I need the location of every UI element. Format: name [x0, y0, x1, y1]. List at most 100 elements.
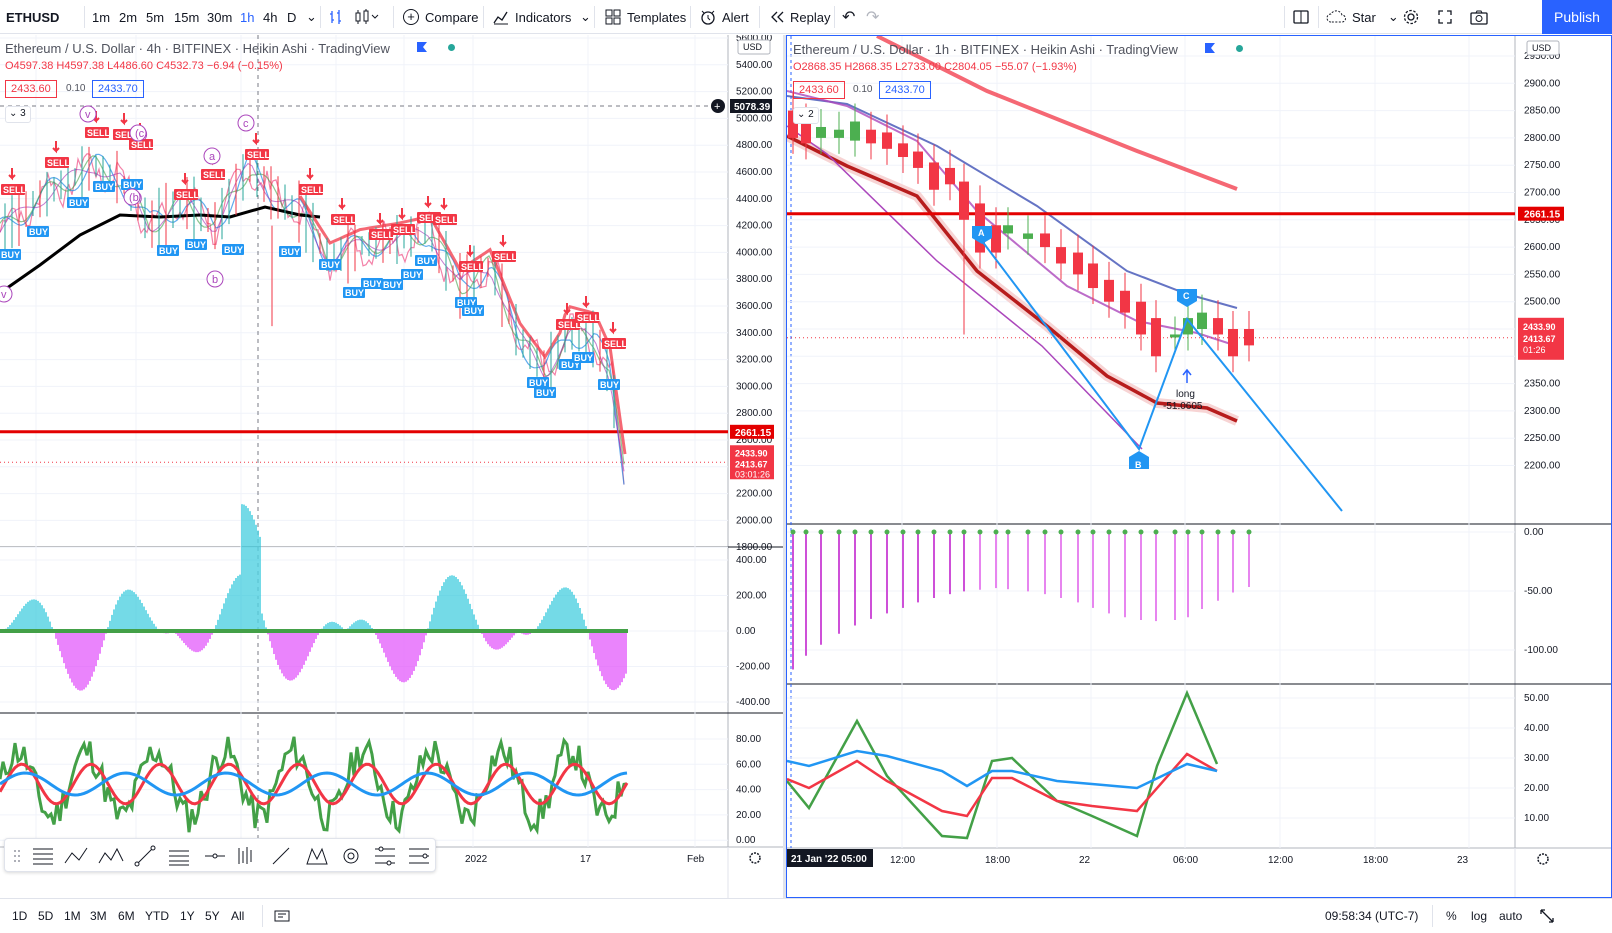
sell-signal-tag[interactable] [575, 312, 599, 323]
indicators-button[interactable]: Indicators [492, 0, 571, 34]
star-layout-button[interactable]: Star ⌄ [1326, 0, 1399, 34]
pane-separator[interactable] [783, 35, 786, 898]
range-1Y[interactable]: 1Y [180, 909, 195, 923]
interval-15m[interactable]: 15m [174, 9, 200, 25]
sell-signal-tag[interactable] [459, 261, 483, 272]
gear-icon[interactable] [1402, 0, 1420, 34]
interval-D[interactable]: D [287, 9, 297, 25]
interval-30m[interactable]: 30m [207, 9, 233, 25]
buy-signal-tag[interactable] [67, 197, 89, 208]
wave-label-circle[interactable] [0, 285, 13, 303]
sell-signal-tag[interactable] [245, 149, 269, 160]
time-axis[interactable] [787, 849, 1612, 898]
buy-signal-tag[interactable] [319, 259, 341, 270]
buy-signal-tag[interactable] [534, 387, 556, 398]
range-1D[interactable]: 1D [12, 909, 28, 923]
chevron-down-icon[interactable]: ⌄ [580, 9, 591, 24]
camera-icon[interactable] [1469, 0, 1489, 34]
interval-4h[interactable]: 4h [263, 9, 278, 25]
buy-signal-tag[interactable] [157, 245, 179, 256]
replay-button[interactable]: Replay [768, 0, 830, 34]
plus-icon[interactable] [711, 99, 725, 113]
trend-line-icon[interactable] [134, 845, 156, 867]
collapse-indicators-button[interactable]: ⌄ 2 [793, 107, 819, 124]
spiral-icon[interactable] [343, 848, 359, 864]
wave-label-circle[interactable] [123, 188, 141, 206]
buy-signal-tag[interactable] [279, 246, 301, 257]
sell-signal-tag[interactable] [369, 229, 393, 240]
go-to-date-icon[interactable] [273, 899, 291, 933]
range-6M[interactable]: 6M [118, 909, 135, 923]
range-3M[interactable]: 3M [90, 909, 107, 923]
drag-handle-icon[interactable] [14, 850, 20, 862]
bar-style-icon[interactable] [328, 0, 346, 34]
buy-price-box[interactable]: 2433.70 [92, 80, 144, 98]
sell-price-box[interactable]: 2433.60 [793, 81, 845, 99]
wave-label-circle[interactable] [129, 124, 147, 142]
fib-retracement-icon[interactable] [33, 848, 53, 865]
interval-2m[interactable]: 2m [119, 9, 138, 25]
buy-signal-tag[interactable] [381, 279, 403, 290]
symbol-search[interactable]: ETHUSD [6, 9, 60, 25]
buy-signal-tag[interactable] [361, 278, 383, 289]
buy-signal-tag[interactable] [185, 239, 207, 250]
buy-signal-tag[interactable] [415, 255, 437, 266]
buy-signal-tag[interactable] [598, 379, 620, 390]
wave-label-circle[interactable] [79, 105, 97, 123]
templates-button[interactable]: Templates [604, 0, 686, 34]
clock-timezone[interactable]: 09:58:34 (UTC-7) [1325, 909, 1419, 923]
gear-icon[interactable] [749, 852, 761, 864]
sell-signal-tag[interactable] [391, 224, 415, 235]
elliott-wave-icon[interactable] [98, 847, 124, 864]
pattern-point-b[interactable] [1129, 451, 1149, 469]
right-chart-pane[interactable]: 2950.00 2900.00 2850.00 2800.00 2750.00 2700.… [786, 35, 1612, 898]
sell-signal-tag[interactable] [492, 251, 516, 262]
wave-label-circle[interactable] [237, 114, 255, 132]
alert-button[interactable]: Alert [699, 0, 749, 34]
interval-5m[interactable]: 5m [146, 9, 165, 25]
sell-signal-tag[interactable] [331, 214, 355, 225]
right-chart-canvas[interactable]: 2950.00 2900.00 2850.00 2800.00 2750.00 2700.… [787, 36, 1612, 898]
sell-signal-tag[interactable] [1, 184, 25, 195]
position-icon[interactable] [375, 846, 395, 866]
line-icon[interactable] [272, 847, 290, 865]
gear-icon[interactable] [1537, 853, 1549, 865]
left-chart-canvas[interactable]: 5600.005400.005200.005000.004800.004600.… [0, 35, 783, 898]
sell-signal-tag[interactable] [129, 139, 153, 150]
abc-pattern-line[interactable] [981, 240, 1343, 512]
horizontal-ray-icon[interactable] [205, 853, 225, 859]
flag-icon[interactable] [1205, 43, 1215, 53]
buy-signal-tag[interactable] [0, 249, 21, 260]
redo-icon[interactable]: ↷ [866, 9, 880, 26]
range-5D[interactable]: 5D [38, 909, 54, 923]
publish-button[interactable]: Publish [1542, 0, 1612, 34]
sell-signal-tag[interactable] [433, 214, 457, 225]
interval-1m[interactable]: 1m [92, 9, 111, 25]
buy-signal-tag[interactable] [121, 179, 143, 190]
abc-pattern-icon[interactable] [64, 847, 88, 864]
undo-icon[interactable]: ↶ [842, 9, 856, 26]
auto-scale-icon[interactable] [1538, 899, 1556, 933]
sell-signal-tag[interactable] [45, 157, 69, 168]
layout-icon[interactable] [1292, 0, 1310, 34]
buy-signal-tag[interactable] [27, 226, 49, 237]
buy-signal-tag[interactable] [401, 269, 423, 280]
log-toggle[interactable]: log [1471, 909, 1488, 923]
sell-signal-tag[interactable] [556, 319, 580, 330]
percent-toggle[interactable]: % [1446, 909, 1457, 923]
fullscreen-icon[interactable] [1436, 0, 1454, 34]
sell-signal-tag[interactable] [299, 184, 323, 195]
sell-signal-tag[interactable] [85, 127, 109, 138]
buy-signal-tag[interactable] [343, 287, 365, 298]
sell-price-box[interactable]: 2433.60 [5, 80, 57, 98]
pattern-point-a[interactable] [972, 226, 992, 244]
compare-button[interactable]: + Compare [403, 0, 478, 34]
collapse-indicators-button[interactable]: ⌄ 3 [5, 106, 31, 123]
left-chart-pane[interactable]: 5600.005400.005200.005000.004800.004600.… [0, 35, 783, 898]
wave-label-circle[interactable] [206, 270, 224, 288]
buy-signal-tag[interactable] [527, 377, 549, 388]
range-YTD[interactable]: YTD [145, 909, 169, 923]
buy-signal-tag[interactable] [93, 181, 115, 192]
sell-signal-tag[interactable] [174, 189, 198, 200]
auto-toggle[interactable]: auto [1499, 909, 1523, 923]
